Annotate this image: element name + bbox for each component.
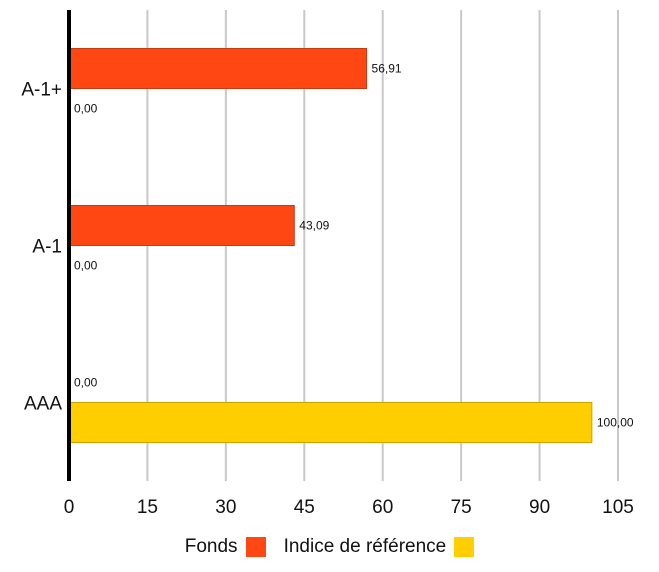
data-label: 0,00: [74, 102, 98, 116]
data-label: 0,00: [74, 259, 98, 273]
legend-label-indice: Indice de référence: [283, 536, 447, 557]
category-labels: A-1+ A-1 AAA: [21, 80, 62, 415]
category-label: A-1+: [21, 80, 62, 101]
x-tick-label: 60: [372, 497, 393, 518]
category-label: AAA: [24, 394, 62, 415]
legend-item-fonds: Fonds: [185, 536, 266, 558]
x-tick-label: 90: [529, 497, 550, 518]
legend-label-fonds: Fonds: [184, 536, 238, 557]
data-labels: 56,91 0,00 43,09 0,00 0,00 100,00: [74, 62, 634, 430]
x-tick-label: 30: [215, 497, 236, 518]
data-label: 43,09: [299, 219, 329, 233]
bars: [68, 48, 593, 443]
legend-swatch-fonds: [245, 537, 266, 557]
x-tick-label: 75: [451, 497, 472, 518]
category-label: A-1: [32, 237, 62, 258]
legend-item-indice: Indice de référence: [284, 536, 475, 558]
bar: [68, 48, 368, 89]
x-tick-label: 45: [294, 497, 315, 518]
data-label: 0,00: [74, 376, 98, 390]
x-tick-label: 15: [137, 497, 158, 518]
x-tick-label: 105: [602, 497, 634, 518]
bar: [68, 402, 593, 443]
data-label: 100,00: [597, 416, 634, 430]
legend: Fonds Indice de référence: [0, 532, 659, 562]
legend-swatch-indice: [454, 537, 475, 557]
data-label: 56,91: [372, 62, 402, 76]
bar: [68, 205, 295, 246]
x-tick-labels: 0 15 30 45 60 75 90 105: [64, 497, 634, 518]
x-tick-label: 0: [64, 497, 75, 518]
